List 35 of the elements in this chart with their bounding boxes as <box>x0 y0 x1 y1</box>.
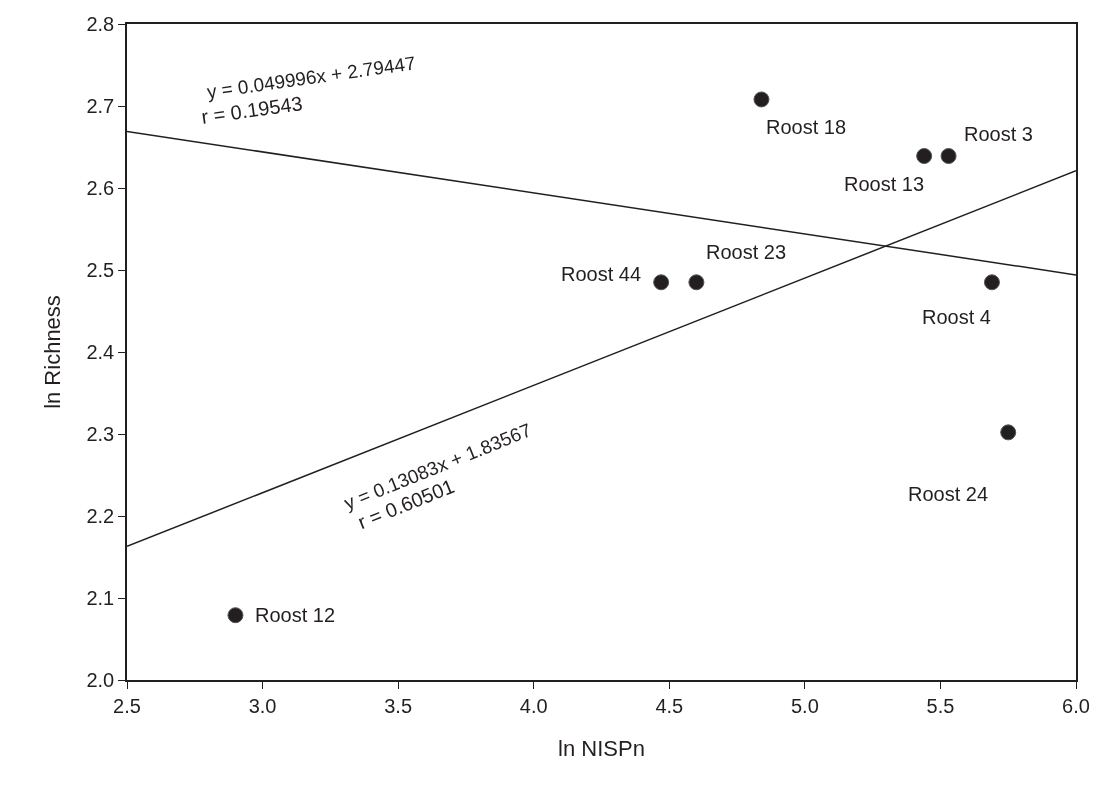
y-tick-label: 2.1 <box>86 587 115 609</box>
x-tick-label: 2.5 <box>113 694 141 717</box>
series-label: Roost 44 <box>561 263 642 285</box>
point <box>688 274 705 291</box>
y-tick-label: 2.2 <box>86 505 115 527</box>
x-tick-label: 5.0 <box>790 694 819 717</box>
text: Roost 24 <box>908 483 989 505</box>
series-label: Roost 4 <box>922 306 991 328</box>
series-label: Roost 3 <box>964 123 1033 145</box>
series-label: Roost 12 <box>255 604 336 626</box>
point <box>916 148 933 165</box>
point <box>653 274 670 291</box>
x-tick-label: 5.5 <box>926 694 955 717</box>
y-tick-label: 2.4 <box>86 341 115 363</box>
x-tick-label: 3.5 <box>384 694 413 717</box>
y-tick-label: 2.6 <box>86 177 115 199</box>
x-axis-title: ln NISPn <box>558 736 645 762</box>
point <box>940 148 957 165</box>
x-tick-label: 3.0 <box>248 694 277 717</box>
x-tick-label: 4.0 <box>519 694 548 717</box>
point <box>1000 424 1017 441</box>
y-axis-title: ln Richness <box>39 295 65 409</box>
y-tick-label: 2.0 <box>86 669 115 691</box>
series-label: Roost 23 <box>706 241 787 263</box>
y-tick-label: 2.7 <box>86 95 115 117</box>
y-tick-label: 2.3 <box>86 423 115 445</box>
x-tick-label: 6.0 <box>1062 694 1090 717</box>
point <box>983 274 1000 291</box>
point <box>753 91 770 108</box>
y-tick-label: 2.5 <box>86 259 115 281</box>
x-tick-label: 4.5 <box>655 694 684 717</box>
series-label: Roost 13 <box>844 173 925 195</box>
point <box>227 607 244 624</box>
series-label: Roost 18 <box>766 116 847 138</box>
y-tick-label: 2.8 <box>86 13 115 35</box>
